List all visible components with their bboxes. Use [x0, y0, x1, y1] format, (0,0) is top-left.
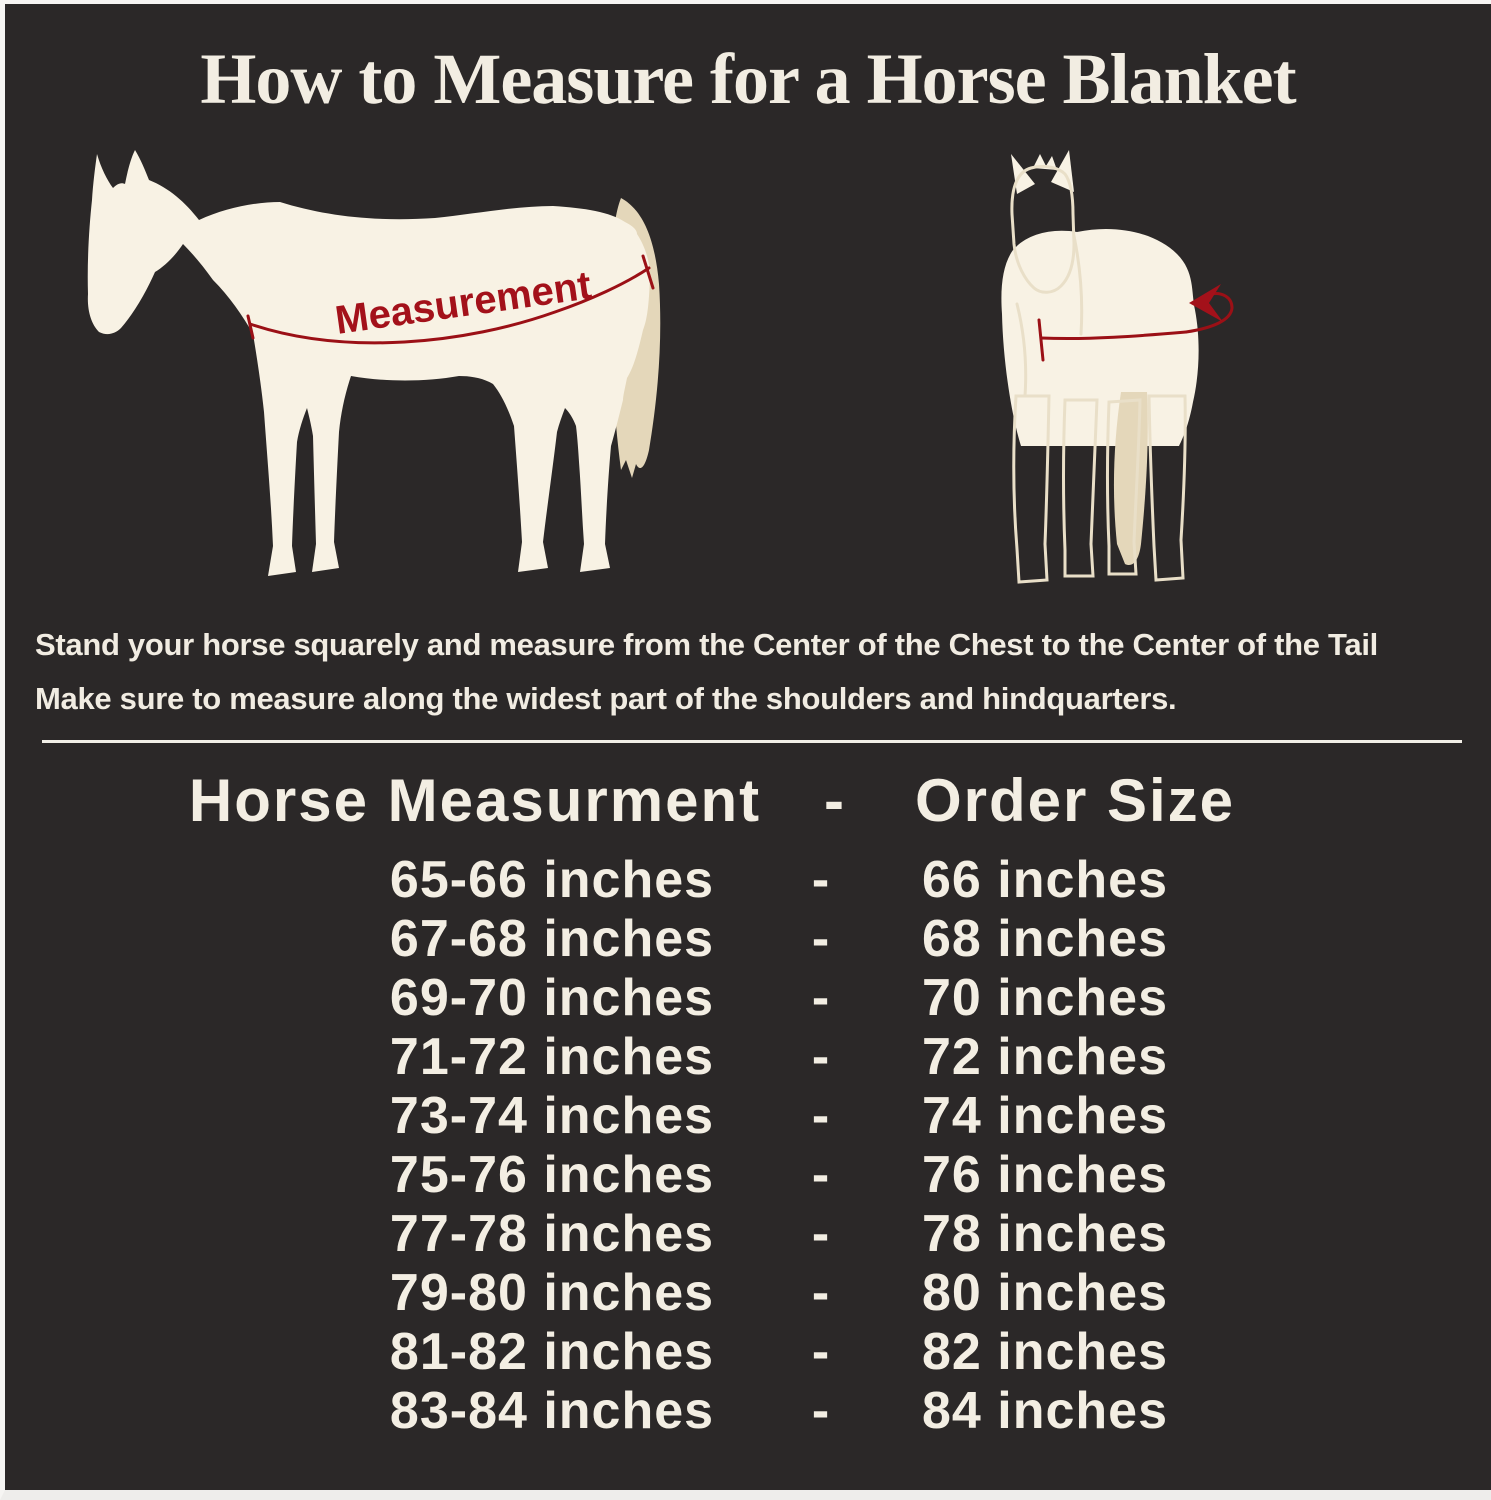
measurement-cell: 69-70 inches [389, 968, 715, 1027]
measurement-tick-tail [641, 254, 655, 290]
measurement-curve [248, 266, 651, 345]
girth-tick [1037, 318, 1045, 362]
measurement-cell: 79-80 inches [389, 1263, 715, 1322]
front-horse-leg [1106, 398, 1142, 576]
separator-cell: - [811, 1381, 831, 1440]
header-measurement-column: Horse Measurment [188, 766, 762, 834]
table-row: 67-68 inches - 68 inches [318, 909, 1491, 968]
order-size-cell: 70 inches [921, 968, 1169, 1027]
separator-cell: - [811, 968, 831, 1027]
table-row: 77-78 inches - 78 inches [318, 1204, 1491, 1263]
front-horse-leg [1147, 394, 1187, 582]
header-size-column: Order Size [914, 766, 1236, 834]
size-table-body: 65-66 inches - 66 inches 67-68 inches - … [5, 850, 1491, 1440]
section-divider [42, 740, 1462, 743]
separator-cell: - [811, 1263, 831, 1322]
measurement-cell: 73-74 inches [389, 1086, 715, 1145]
separator-cell: - [811, 1322, 831, 1381]
order-size-cell: 68 inches [921, 909, 1169, 968]
measurement-cell: 65-66 inches [389, 850, 715, 909]
separator-cell: - [811, 1086, 831, 1145]
measurement-cell: 71-72 inches [389, 1027, 715, 1086]
order-size-cell: 66 inches [921, 850, 1169, 909]
shoulder-contour [1015, 302, 1028, 398]
measurement-cell: 83-84 inches [389, 1381, 715, 1440]
measurement-cell: 67-68 inches [389, 909, 715, 968]
front-horse-leg [1062, 398, 1099, 578]
girth-line [1039, 330, 1188, 341]
instruction-line-2: Make sure to measure along the widest pa… [35, 681, 1177, 716]
separator-cell: - [811, 850, 831, 909]
order-size-cell: 76 inches [921, 1145, 1169, 1204]
measurement-cell: 81-82 inches [389, 1322, 715, 1381]
order-size-cell: 78 inches [921, 1204, 1169, 1263]
side-view-horse-illustration: Measurement [87, 150, 661, 576]
table-row: 69-70 inches - 70 inches [318, 968, 1491, 1027]
separator-cell: - [811, 909, 831, 968]
separator-cell: - [811, 1027, 831, 1086]
table-row: 65-66 inches - 66 inches [318, 850, 1491, 909]
front-horse-tail [1113, 392, 1148, 566]
table-row: 81-82 inches - 82 inches [318, 1322, 1491, 1381]
table-row: 79-80 inches - 80 inches [318, 1263, 1491, 1322]
table-row: 75-76 inches - 76 inches [318, 1145, 1491, 1204]
table-row: 73-74 inches - 74 inches [318, 1086, 1491, 1145]
separator-cell: - [811, 1145, 831, 1204]
front-horse-head [1010, 164, 1076, 294]
size-table-header: Horse Measurment - Order Size [145, 760, 1491, 840]
front-horse-leg [1012, 394, 1051, 584]
instruction-line-1: Stand your horse squarely and measure fr… [35, 627, 1378, 662]
table-row: 71-72 inches - 72 inches [318, 1027, 1491, 1086]
measurement-tick-chest [246, 314, 255, 340]
page-title: How to Measure for a Horse Blanket [200, 39, 1296, 119]
table-row: 83-84 inches - 84 inches [318, 1381, 1491, 1440]
neck-contour [1072, 234, 1084, 336]
measurement-cell: 75-76 inches [389, 1145, 715, 1204]
order-size-cell: 84 inches [921, 1381, 1169, 1440]
measurement-cell: 77-78 inches [389, 1204, 715, 1263]
order-size-cell: 80 inches [921, 1263, 1169, 1322]
order-size-cell: 82 inches [921, 1322, 1169, 1381]
size-table: Horse Measurment - Order Size 65-66 inch… [5, 760, 1491, 1440]
measuring-instructions: Stand your horse squarely and measure fr… [35, 618, 1480, 726]
girth-arrowhead [1189, 284, 1223, 322]
order-size-cell: 74 inches [921, 1086, 1169, 1145]
side-horse-silhouette [87, 150, 650, 576]
front-view-horse-illustration [1001, 150, 1234, 584]
order-size-cell: 72 inches [921, 1027, 1169, 1086]
girth-loop [1184, 292, 1234, 334]
header-separator: - [824, 766, 846, 834]
separator-cell: - [811, 1204, 831, 1263]
